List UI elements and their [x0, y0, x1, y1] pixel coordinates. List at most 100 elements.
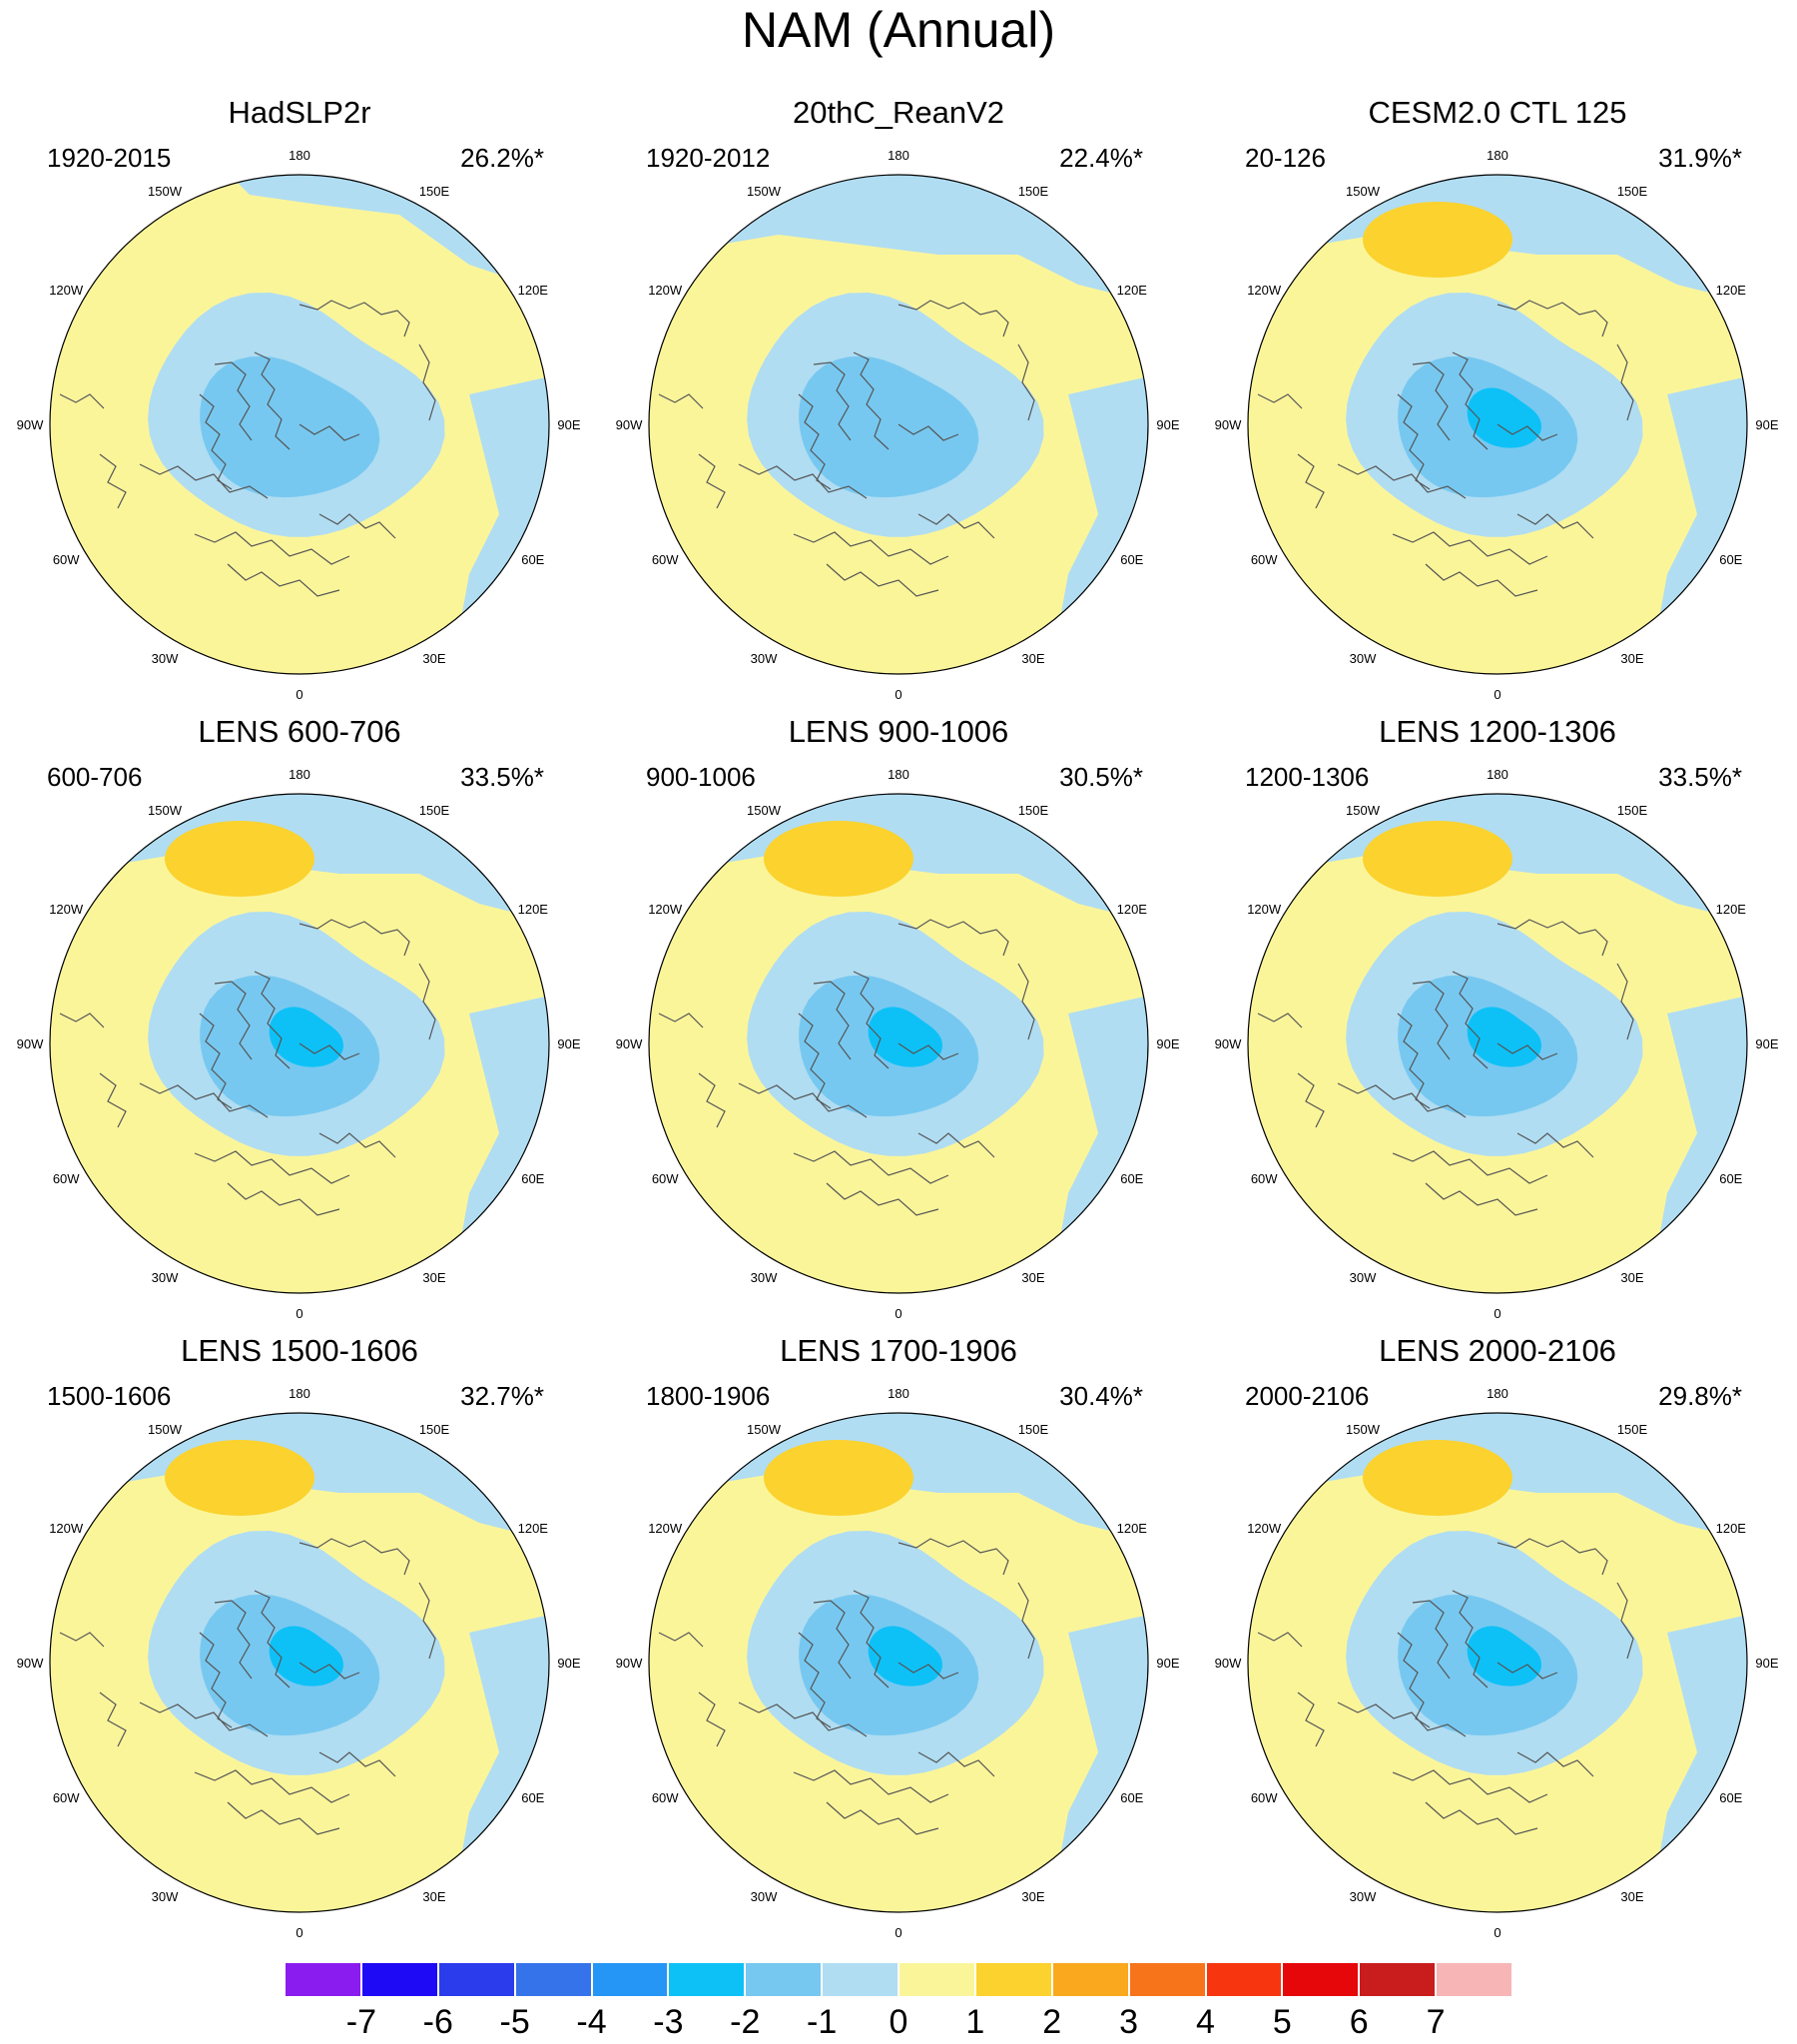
coastline — [1017, 1582, 1035, 1660]
map-panel: 180 150E 120E 90E 60E 30E 0 30W 60W 90W 120W 150W LE… — [599, 714, 1198, 1323]
coastline — [59, 1632, 105, 1648]
longitude-label: 90E — [557, 417, 580, 432]
colorbar-label: 4 — [1196, 2003, 1215, 2041]
coastline — [1337, 1082, 1467, 1118]
longitude-label: 180 — [888, 767, 909, 782]
colorbar-boxes — [285, 1962, 1512, 1997]
colorbar-label: -4 — [576, 2003, 607, 2041]
panel-title: LENS 1200-1306 — [1379, 714, 1616, 749]
coastline — [1392, 1769, 1548, 1803]
longitude-label: 150W — [1346, 803, 1381, 818]
coastline — [1337, 1702, 1467, 1737]
coastlines — [1257, 300, 1634, 597]
longitude-label: 30E — [1021, 651, 1044, 666]
longitude-label: 150W — [1346, 1422, 1381, 1437]
coastline — [798, 1013, 832, 1109]
coastline — [898, 300, 1009, 338]
polar-map: 180 150E 120E 90E 60E 30E 0 30W 60W 90W 120W 150W — [1215, 1386, 1779, 1940]
longitude-label: 0 — [296, 1306, 302, 1321]
colorbar-box — [514, 1962, 592, 1997]
coastline — [318, 1751, 396, 1777]
coastline — [214, 981, 253, 1060]
pacific-high — [764, 821, 913, 897]
longitude-label: 90W — [17, 1036, 44, 1051]
longitude-label: 0 — [895, 1306, 901, 1321]
colorbar-box — [898, 1962, 975, 1997]
colorbar-box — [360, 1962, 438, 1997]
coastline — [1412, 1600, 1451, 1680]
coastline — [1497, 423, 1558, 441]
longitude-label: 30W — [751, 1889, 778, 1904]
longitude-label: 30E — [422, 1889, 445, 1904]
colorbar-label: -7 — [345, 2003, 376, 2041]
longitude-label: 150E — [1018, 1422, 1049, 1437]
coastline — [59, 1013, 105, 1028]
coastline — [658, 1632, 704, 1648]
longitude-label: 90W — [616, 1036, 643, 1051]
longitude-label: 150W — [747, 184, 782, 199]
longitude-label: 90E — [1156, 1656, 1179, 1671]
longitude-label: 90W — [1215, 1656, 1242, 1671]
longitude-label: 150E — [419, 1422, 450, 1437]
longitude-label: 30E — [1620, 1270, 1643, 1285]
colorbar: -7 -6 -5 -4 -3 -2 -1 0 1 2 3 4 5 6 7 — [285, 1962, 1512, 2042]
longitude-label: 120E — [1117, 283, 1148, 298]
longitude-label: 0 — [1494, 1306, 1500, 1321]
arctic-low-center — [1467, 1626, 1541, 1687]
longitude-label: 90E — [1755, 417, 1778, 432]
longitude-label: 120E — [518, 283, 549, 298]
colorbar-label: 1 — [965, 2003, 985, 2041]
longitude-label: 120E — [1716, 283, 1747, 298]
colorbar-box — [974, 1962, 1052, 1997]
colorbar-label: -6 — [422, 2003, 453, 2041]
coastline — [299, 423, 360, 441]
map-panel: 180 150E 120E 90E 60E 30E 0 30W 60W 90W 120W 150W LE… — [0, 714, 599, 1323]
longitude-label: 150W — [148, 184, 183, 199]
map-fill-layer — [1248, 1413, 1747, 1912]
colorbar-box — [437, 1962, 515, 1997]
map-panel: 180 150E 120E 90E 60E 30E 0 30W 60W 90W 120W 150W Ha… — [0, 95, 599, 704]
colorbar-label: 7 — [1426, 2003, 1446, 2041]
longitude-label: 120W — [648, 1521, 683, 1536]
coastline — [898, 1662, 959, 1680]
longitude-label: 30W — [152, 1270, 179, 1285]
map-fill-layer — [50, 1413, 549, 1912]
longitude-label: 90E — [557, 1656, 580, 1671]
longitude-label: 30W — [152, 1889, 179, 1904]
arctic-low-center — [868, 1626, 942, 1687]
coastline — [199, 393, 233, 490]
longitude-label: 30W — [1350, 1889, 1377, 1904]
colorbar-box — [1205, 1962, 1283, 1997]
panel-title: LENS 2000-2106 — [1379, 1333, 1616, 1368]
panel-period: 1920-2012 — [646, 143, 771, 173]
longitude-label: 30W — [1350, 1270, 1377, 1285]
coastlines — [1257, 919, 1634, 1216]
coastline — [299, 1538, 410, 1576]
longitude-label: 120W — [648, 283, 683, 298]
panel-period: 1800-1906 — [646, 1381, 771, 1411]
figure-title: NAM (Annual) — [742, 2, 1055, 58]
coastline — [1297, 453, 1325, 509]
longitude-label: 90W — [616, 417, 643, 432]
polar-map: 180 150E 120E 90E 60E 30E 0 30W 60W 90W 120W 150W — [17, 1386, 581, 1940]
coastline — [1392, 1150, 1548, 1184]
panel-period: 2000-2106 — [1245, 1381, 1370, 1411]
longitude-label: 90W — [616, 1656, 643, 1671]
longitude-label: 90E — [1156, 1036, 1179, 1051]
panel-title: CESM2.0 CTL 125 — [1368, 95, 1627, 130]
longitude-label: 60W — [53, 552, 80, 567]
longitude-label: 60W — [53, 1171, 80, 1186]
longitude-label: 120W — [49, 902, 84, 917]
coastline — [1257, 1013, 1303, 1028]
colorbar-label: 3 — [1119, 2003, 1139, 2041]
longitude-label: 30W — [751, 651, 778, 666]
longitude-label: 150W — [148, 1422, 183, 1437]
map-panel: 180 150E 120E 90E 60E 30E 0 30W 60W 90W 120W 150W LE… — [1198, 1333, 1797, 1942]
coastline — [738, 463, 868, 499]
panel-variance: 33.5%* — [460, 762, 544, 792]
coastline — [254, 351, 291, 450]
longitude-label: 150E — [419, 803, 450, 818]
longitude-label: 60E — [521, 1790, 544, 1805]
longitude-label: 30E — [1021, 1889, 1044, 1904]
coastline — [139, 1082, 269, 1118]
